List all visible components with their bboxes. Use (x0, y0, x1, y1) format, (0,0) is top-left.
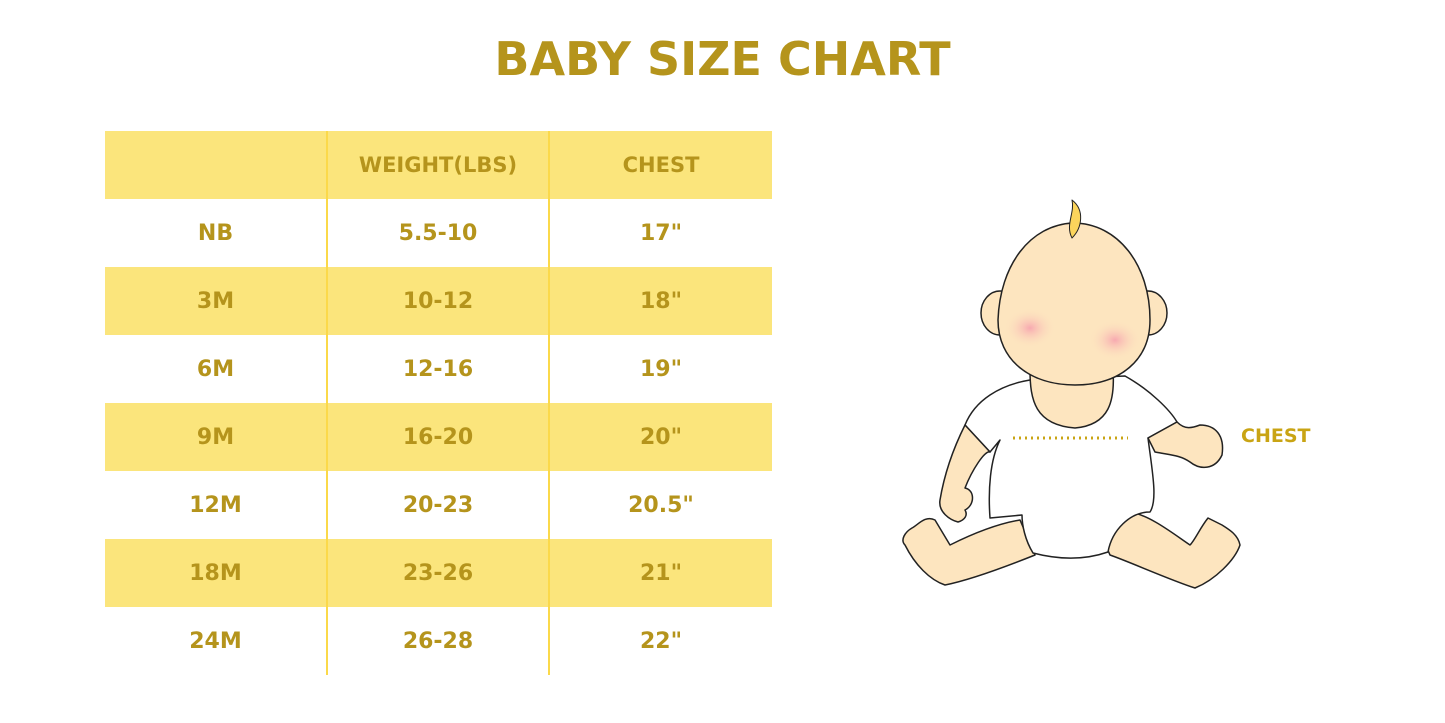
right-leg (1105, 511, 1241, 589)
left-cheek (1004, 308, 1056, 348)
table-row: 18M 23-26 21" (105, 539, 772, 607)
head (997, 222, 1151, 386)
chest-cell: 18" (548, 267, 772, 335)
weight-cell: 20-23 (326, 471, 549, 539)
size-cell: NB (197, 220, 234, 246)
table-row: 12M 20-23 20.5" (105, 471, 772, 539)
page-title: BABY SIZE CHART (494, 32, 951, 86)
chest-label: CHEST (1241, 425, 1311, 447)
weight-cell: 10-12 (326, 267, 549, 335)
size-table: WEIGHT(LBS) CHEST NB 5.5-10 17" 3M 10-12 18"… (105, 131, 772, 675)
weight-cell: 16-20 (326, 403, 549, 471)
table-row: 3M 10-12 18" (105, 267, 772, 335)
weight-cell: 26-28 (326, 607, 549, 675)
right-cheek (1089, 320, 1141, 360)
left-arm (939, 424, 991, 523)
chest-cell: 22" (548, 607, 772, 675)
header-weight: WEIGHT(LBS) (326, 131, 549, 199)
size-cell: 9M (196, 424, 235, 450)
table-row: 9M 16-20 20" (105, 403, 772, 471)
table-header-row: WEIGHT(LBS) CHEST (105, 131, 772, 199)
chest-cell: 19" (548, 335, 772, 403)
weight-cell: 5.5-10 (326, 199, 549, 267)
chest-cell: 20.5" (548, 471, 772, 539)
right-arm (1147, 421, 1224, 469)
chest-cell: 17" (548, 199, 772, 267)
hair-curl (1068, 199, 1082, 239)
chest-cell: 21" (548, 539, 772, 607)
size-cell: 12M (189, 492, 242, 518)
size-cell: 6M (196, 356, 235, 382)
weight-cell: 23-26 (326, 539, 549, 607)
size-cell: 24M (189, 628, 242, 654)
neck (1029, 369, 1115, 429)
weight-cell: 12-16 (326, 335, 549, 403)
size-cell: 18M (189, 560, 242, 586)
table-row: 6M 12-16 19" (105, 335, 772, 403)
size-cell: 3M (196, 288, 235, 314)
left-leg (902, 517, 1036, 586)
table-row: NB 5.5-10 17" (105, 199, 772, 267)
header-chest: CHEST (548, 131, 772, 199)
table-row: 24M 26-28 22" (105, 607, 772, 675)
chest-cell: 20" (548, 403, 772, 471)
